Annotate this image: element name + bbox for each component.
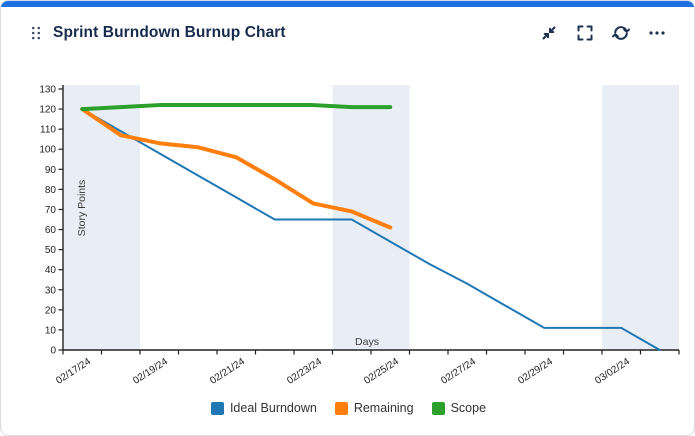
toolbar — [538, 22, 668, 44]
axis-spines — [62, 85, 679, 351]
more-button[interactable] — [646, 22, 668, 44]
series-line-remaining — [80, 107, 393, 230]
y-tick-label: 10 — [45, 325, 57, 336]
legend-item: Remaining — [334, 401, 414, 415]
more-icon — [649, 31, 665, 35]
y-tick-label: 110 — [40, 125, 56, 136]
x-tick-label: 02/27/24 — [439, 356, 478, 387]
series-line-scope — [80, 103, 393, 112]
x-tick-label: 02/19/24 — [131, 356, 170, 387]
legend-swatch — [334, 401, 348, 415]
x-tick-label: 02/23/24 — [285, 356, 324, 387]
collapse-icon — [542, 26, 556, 40]
y-tick-label: 100 — [39, 145, 56, 156]
weekend-band — [602, 85, 679, 350]
chart-area: 0 10 20 30 40 50 60 70 80 90 100 110 120 130 02/17/24 0… — [1, 57, 694, 416]
x-tick-label: 02/29/24 — [516, 356, 555, 387]
accent-bar — [1, 1, 694, 7]
fullscreen-button[interactable] — [574, 22, 596, 44]
x-tick-label: 02/25/24 — [362, 356, 401, 387]
legend-item: Ideal Burndown — [210, 401, 317, 415]
refresh-icon — [612, 26, 630, 40]
y-tick-label: 60 — [45, 225, 57, 236]
legend-swatch — [210, 401, 224, 415]
gadget-header: Sprint Burndown Burnup Chart — [1, 7, 694, 53]
legend-label: Remaining — [353, 401, 414, 415]
drag-handle-icon — [31, 26, 41, 40]
burndown-chart-svg: 0 10 20 30 40 50 60 70 80 90 100 110 120 130 02/17/24 0… — [39, 85, 680, 387]
drag-handle[interactable] — [29, 24, 43, 42]
y-tick-label: 20 — [45, 305, 57, 316]
legend-swatch — [431, 401, 445, 415]
gadget-title: Sprint Burndown Burnup Chart — [53, 24, 286, 41]
y-tick-label: 70 — [45, 205, 57, 216]
y-tick-label: 120 — [39, 105, 56, 116]
legend-label: Scope — [450, 401, 487, 415]
legend-item: Scope — [431, 401, 487, 415]
y-tick-label: 30 — [45, 285, 57, 296]
x-tick-label: 02/17/24 — [54, 356, 93, 387]
y-tick-label: 80 — [45, 185, 57, 196]
y-tick-label: 50 — [45, 245, 57, 256]
weekend-band — [63, 85, 140, 350]
y-tick-label: 90 — [45, 165, 57, 176]
y-tick-label: 40 — [45, 265, 57, 276]
refresh-button[interactable] — [610, 22, 632, 44]
fullscreen-icon — [577, 25, 593, 41]
collapse-button[interactable] — [538, 22, 560, 44]
series-line-ideal-burndown — [81, 108, 661, 351]
x-tick-label: 03/02/24 — [593, 356, 632, 387]
chart-legend: Ideal Burndown Remaining Scope — [1, 400, 694, 416]
y-axis-title: Story Points — [76, 180, 88, 237]
y-tick-label: 130 — [39, 85, 56, 96]
y-tick-label: 0 — [50, 346, 56, 357]
x-axis-title: Days — [355, 336, 379, 348]
x-tick-label: 02/21/24 — [208, 356, 247, 387]
legend-label: Ideal Burndown — [229, 401, 317, 415]
